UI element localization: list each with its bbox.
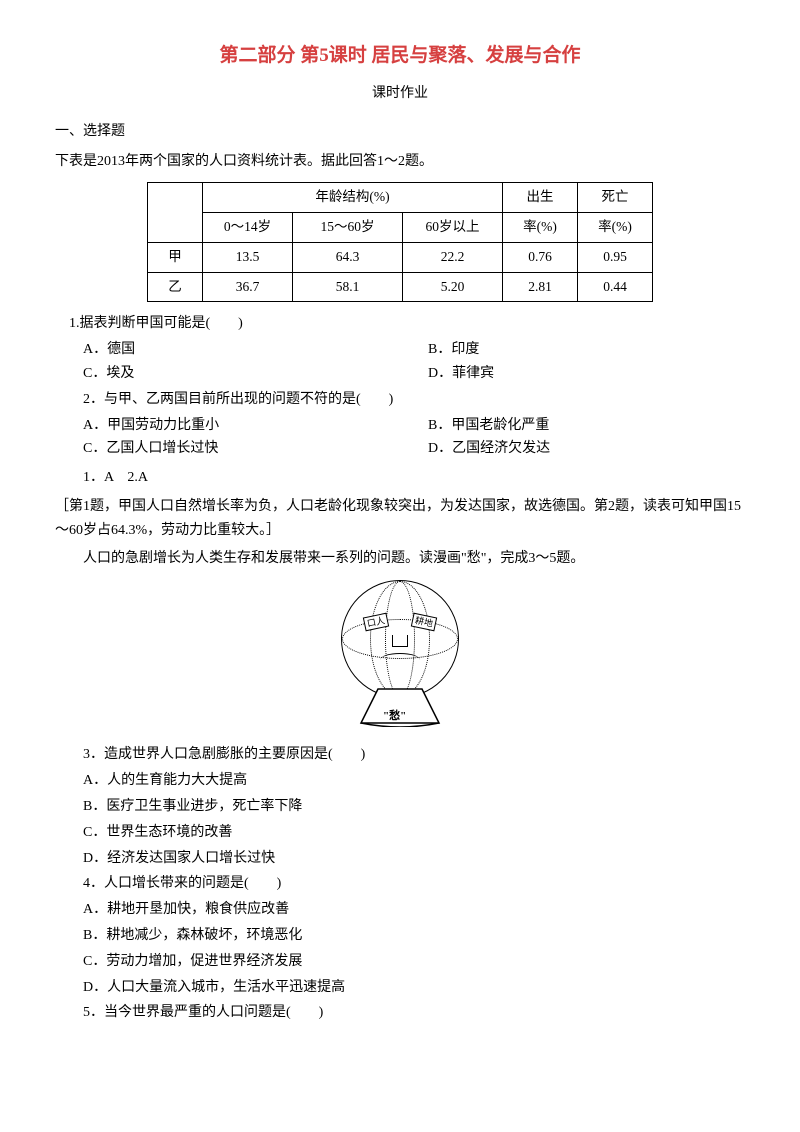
question-2: 2．与甲、乙两国目前所出现的问题不符的是( ) — [55, 388, 745, 412]
row-cell: 22.2 — [403, 242, 503, 272]
q2-opt-a: A．甲国劳动力比重小 — [55, 414, 400, 438]
question-1: 1.据表判断甲国可能是( ) — [55, 312, 745, 336]
nose-icon — [392, 635, 408, 647]
row-label: 乙 — [148, 272, 203, 302]
q4-opt-a: A．耕地开垦加快，粮食供应改善 — [55, 898, 745, 922]
explanation-1-2: ［第1题，甲国人口自然增长率为负，人口老龄化现象较突出，为发达国家，故选德国。第… — [55, 495, 745, 543]
table-header-age: 年龄结构(%) — [203, 182, 503, 212]
question-5: 5．当今世界最严重的人口问题是( ) — [55, 1001, 745, 1025]
page-title: 第二部分 第5课时 居民与聚落、发展与合作 — [55, 40, 745, 72]
question-3: 3．造成世界人口急剧膨胀的主要原因是( ) — [55, 743, 745, 767]
row-cell: 58.1 — [293, 272, 403, 302]
row-cell: 64.3 — [293, 242, 403, 272]
intro-text-1: 下表是2013年两个国家的人口资料统计表。据此回答1～2题。 — [55, 150, 745, 174]
intro-text-2: 人口的急剧增长为人类生存和发展带来一系列的问题。读漫画"愁"，完成3～5题。 — [55, 547, 745, 571]
q1-opt-a: A．德国 — [55, 338, 400, 362]
row-cell: 0.44 — [578, 272, 653, 302]
q4-opt-d: D．人口大量流入城市，生活水平迅速提高 — [55, 976, 745, 1000]
row-cell: 36.7 — [203, 272, 293, 302]
stand-label: "愁" — [383, 707, 406, 726]
row-cell: 0.76 — [503, 242, 578, 272]
q4-opt-b: B．耕地减少，森林破坏，环境恶化 — [55, 924, 745, 948]
table-header-death-2: 率(%) — [578, 212, 653, 242]
section-head: 一、选择题 — [55, 120, 745, 144]
q1-opt-c: C．埃及 — [55, 362, 400, 386]
cartoon-chou: 口人 耕地 "愁" — [325, 580, 475, 735]
q3-opt-d: D．经济发达国家人口增长过快 — [55, 847, 745, 871]
table-row: 甲 13.5 64.3 22.2 0.76 0.95 — [148, 242, 653, 272]
row-cell: 13.5 — [203, 242, 293, 272]
q1-opt-b: B．印度 — [400, 338, 745, 362]
table-corner — [148, 182, 203, 242]
answers-1-2: 1．A 2.A — [55, 466, 745, 490]
table-header-birth-2: 率(%) — [503, 212, 578, 242]
row-cell: 0.95 — [578, 242, 653, 272]
q3-opt-a: A．人的生育能力大大提高 — [55, 769, 745, 793]
question-4: 4．人口增长带来的问题是( ) — [55, 872, 745, 896]
q2-opt-c: C．乙国人口增长过快 — [55, 437, 400, 461]
table-header-birth-1: 出生 — [503, 182, 578, 212]
q1-opt-d: D．菲律宾 — [400, 362, 745, 386]
q2-opt-d: D．乙国经济欠发达 — [400, 437, 745, 461]
data-table: 年龄结构(%) 出生 死亡 0～14岁 15～60岁 60岁以上 率(%) 率(… — [147, 182, 653, 303]
table-col-age2: 15～60岁 — [293, 212, 403, 242]
table-header-death-1: 死亡 — [578, 182, 653, 212]
q2-opt-b: B．甲国老龄化严重 — [400, 414, 745, 438]
cartoon-wrap: 口人 耕地 "愁" — [55, 580, 745, 735]
table-col-age1: 0～14岁 — [203, 212, 293, 242]
row-cell: 2.81 — [503, 272, 578, 302]
mouth-icon — [380, 653, 420, 667]
q4-opt-c: C．劳动力增加，促进世界经济发展 — [55, 950, 745, 974]
q3-opt-b: B．医疗卫生事业进步，死亡率下降 — [55, 795, 745, 819]
q3-opt-c: C．世界生态环境的改善 — [55, 821, 745, 845]
table-row: 乙 36.7 58.1 5.20 2.81 0.44 — [148, 272, 653, 302]
page-subtitle: 课时作业 — [55, 82, 745, 106]
table-col-age3: 60岁以上 — [403, 212, 503, 242]
row-label: 甲 — [148, 242, 203, 272]
globe-icon: 口人 耕地 — [341, 580, 459, 698]
row-cell: 5.20 — [403, 272, 503, 302]
